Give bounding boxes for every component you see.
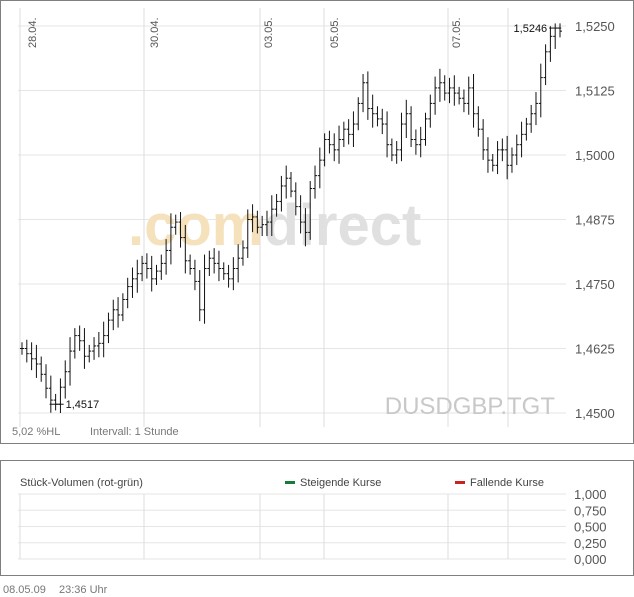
- volume-grid: [18, 493, 566, 560]
- footer-time: 23:36 Uhr: [59, 584, 108, 596]
- y-tick-label: 1,4500: [575, 406, 615, 421]
- y-tick-label: 1,4625: [575, 342, 615, 357]
- x-tick-label: 07.05.: [451, 17, 463, 48]
- legend-down-label: Fallende Kurse: [470, 477, 544, 489]
- price-horizontal-grid: [18, 25, 566, 414]
- legend-up-label: Steigende Kurse: [300, 477, 381, 489]
- legend-up-swatch: [285, 481, 295, 484]
- low-annotation: 1,4517: [49, 399, 100, 411]
- price-y-axis: 1,5250 1,5125 1,5000 1,4875 1,4750 1,4625 1,45…: [575, 19, 615, 421]
- y-tick-label: 1,4875: [575, 213, 615, 228]
- watermark-prefix: .com: [128, 193, 263, 258]
- volume-tick-label: 0,000: [574, 552, 607, 567]
- high-annotation: 1,5246: [514, 23, 562, 35]
- volume-tick-label: 0,750: [574, 503, 607, 518]
- footer-date: 08.05.09: [3, 584, 46, 596]
- price-vertical-grid: [19, 8, 509, 427]
- watermark-suffix: direct: [263, 193, 421, 258]
- volume-tick-label: 0,250: [574, 536, 607, 551]
- high-label: 1,5246: [514, 23, 548, 35]
- y-tick-label: 1,5125: [575, 84, 615, 99]
- low-label: 1,4517: [66, 399, 100, 411]
- volume-tick-label: 0,500: [574, 520, 607, 535]
- x-tick-label: 28.04.: [27, 17, 39, 48]
- volume-title: Stück-Volumen (rot-grün): [20, 477, 143, 489]
- x-tick-label: 03.05.: [263, 17, 275, 48]
- price-x-axis: 28.04. 30.04. 03.05. 05.05. 07.05.: [27, 17, 463, 48]
- price-series: [20, 23, 562, 413]
- x-tick-label: 30.04.: [149, 17, 161, 48]
- y-tick-label: 1,4750: [575, 277, 615, 292]
- x-tick-label: 05.05.: [329, 17, 341, 48]
- y-tick-label: 1,5250: [575, 19, 615, 34]
- volume-tick-label: 1,000: [574, 487, 607, 502]
- interval-text: Intervall: 1 Stunde: [90, 426, 179, 438]
- legend-down-swatch: [455, 481, 465, 484]
- symbol-label: DUSDGBP.TGT: [385, 393, 556, 420]
- y-tick-label: 1,5000: [575, 148, 615, 163]
- watermark: .comdirect: [128, 193, 421, 258]
- range-text: 5,02 %HL: [12, 426, 60, 438]
